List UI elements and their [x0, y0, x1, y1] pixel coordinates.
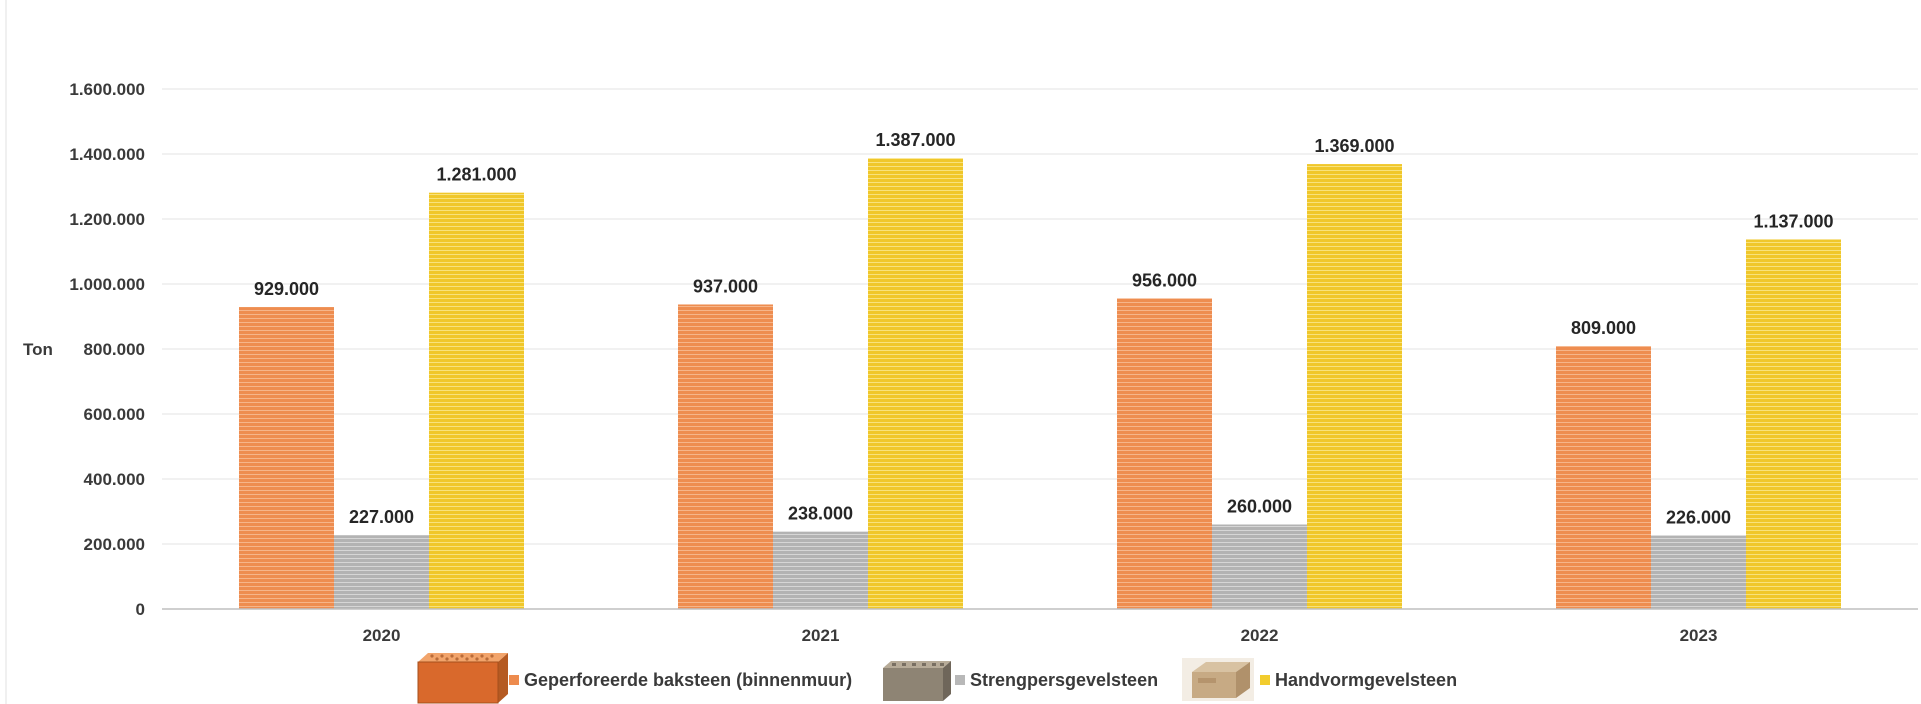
- x-tick-label: 2022: [1241, 626, 1279, 645]
- legend-swatch-perforated: [509, 675, 519, 685]
- x-tick-label: 2023: [1680, 626, 1718, 645]
- data-label: 937.000: [693, 276, 758, 296]
- y-tick-label: 800.000: [84, 340, 145, 359]
- data-label: 227.000: [349, 507, 414, 527]
- bar-extruded: [773, 531, 868, 609]
- x-axis-ticks: 2020 2021 2022 2023: [363, 626, 1718, 645]
- y-tick-label: 0: [136, 600, 145, 619]
- data-label: 226.000: [1666, 508, 1731, 528]
- y-tick-label: 1.600.000: [69, 80, 145, 99]
- bar-perforated: [239, 307, 334, 609]
- data-label: 1.369.000: [1314, 136, 1394, 156]
- y-tick-label: 1.200.000: [69, 210, 145, 229]
- legend-label-handmade: Handvormgevelsteen: [1275, 670, 1457, 690]
- legend: Geperforeerde baksteen (binnenmuur) Stre…: [417, 653, 1457, 704]
- y-tick-label: 1.000.000: [69, 275, 145, 294]
- bar-handmade: [429, 192, 524, 610]
- y-tick-label: 600.000: [84, 405, 145, 424]
- data-label: 956.000: [1132, 270, 1197, 290]
- legend-label-perforated: Geperforeerde baksteen (binnenmuur): [524, 670, 852, 690]
- y-tick-label: 200.000: [84, 535, 145, 554]
- bar-perforated: [678, 304, 773, 609]
- data-label: 929.000: [254, 279, 319, 299]
- bar-handmade: [1307, 164, 1402, 609]
- x-tick-label: 2021: [802, 626, 840, 645]
- gridlines: [162, 88, 1918, 545]
- y-axis-ticks: 0 200.000 400.000 600.000 800.000 1.000.000 1.…: [69, 80, 145, 619]
- bar-extruded: [1651, 535, 1746, 609]
- legend-swatch-handmade: [1260, 675, 1270, 685]
- data-label: 260.000: [1227, 497, 1292, 517]
- y-tick-label: 400.000: [84, 470, 145, 489]
- data-labels: 929.000 227.000 1.281.000 937.000 238.000 1.3…: [254, 130, 1834, 527]
- y-axis-label: Ton: [23, 340, 53, 359]
- grey-extruded-brick-icon: [883, 661, 951, 701]
- data-label: 238.000: [788, 504, 853, 524]
- orange-perforated-brick-icon: [417, 653, 508, 704]
- bar-extruded: [334, 535, 429, 609]
- bar-handmade: [1746, 239, 1841, 609]
- x-tick-label: 2020: [363, 626, 401, 645]
- legend-label-extruded: Strengpersgevelsteen: [970, 670, 1158, 690]
- bar-perforated: [1117, 298, 1212, 609]
- legend-swatch-extruded: [955, 675, 965, 685]
- bar-handmade: [868, 158, 963, 609]
- bar-perforated: [1556, 346, 1651, 609]
- data-label: 809.000: [1571, 318, 1636, 338]
- data-label: 1.281.000: [436, 165, 516, 185]
- y-tick-label: 1.400.000: [69, 145, 145, 164]
- bar-extruded: [1212, 524, 1307, 609]
- handmade-brick-icon: [1182, 658, 1254, 701]
- bars: [239, 158, 1841, 610]
- data-label: 1.387.000: [875, 130, 955, 150]
- data-label: 1.137.000: [1753, 211, 1833, 231]
